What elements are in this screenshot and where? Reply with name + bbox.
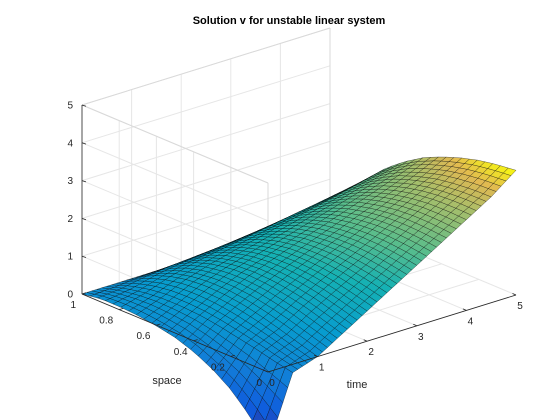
x-tick-label: 5 bbox=[517, 301, 523, 312]
z-tick-label: 3 bbox=[67, 176, 73, 187]
y-tick-label: 0 bbox=[256, 378, 262, 389]
y-tick-mark bbox=[119, 308, 124, 310]
z-tick-label: 2 bbox=[67, 214, 73, 225]
y-axis-label: space bbox=[152, 375, 181, 387]
z-tick-mark bbox=[81, 255, 87, 258]
z-tick-label: 4 bbox=[67, 138, 73, 149]
grid-line bbox=[81, 140, 331, 219]
box-edge bbox=[81, 104, 269, 184]
grid-line bbox=[81, 103, 331, 182]
x-tick-label: 0 bbox=[269, 378, 275, 389]
y-tick-label: 0.4 bbox=[174, 347, 188, 358]
x-tick-label: 4 bbox=[468, 316, 474, 327]
x-tick-mark bbox=[313, 354, 318, 357]
x-tick-label: 3 bbox=[418, 332, 424, 343]
x-tick-mark bbox=[264, 370, 269, 373]
grid-line bbox=[81, 142, 269, 222]
y-tick-mark bbox=[230, 354, 235, 357]
x-tick-mark bbox=[363, 339, 368, 342]
surface-mesh bbox=[81, 156, 517, 420]
y-tick-label: 0.8 bbox=[99, 316, 113, 327]
y-tick-label: 0.2 bbox=[211, 362, 225, 373]
x-axis-label: time bbox=[347, 379, 368, 391]
x-tick-label: 1 bbox=[319, 363, 325, 374]
x-tick-mark bbox=[413, 323, 417, 327]
grid-line bbox=[81, 65, 331, 144]
grid-line bbox=[81, 178, 331, 257]
z-tick-mark bbox=[81, 142, 87, 145]
x-tick-mark bbox=[512, 293, 517, 296]
surface-patch bbox=[502, 167, 517, 176]
y-tick-label: 1 bbox=[70, 300, 76, 311]
y-tick-mark bbox=[156, 323, 161, 326]
z-tick-label: 1 bbox=[67, 252, 73, 263]
z-tick-mark bbox=[81, 104, 87, 107]
box-edge bbox=[81, 27, 331, 106]
x-tick-mark bbox=[462, 308, 467, 311]
z-tick-label: 5 bbox=[67, 101, 73, 112]
y-tick-mark bbox=[267, 370, 273, 373]
y-tick-mark bbox=[193, 339, 198, 342]
y-tick-label: 0.6 bbox=[136, 331, 150, 342]
z-tick-label: 0 bbox=[67, 290, 73, 301]
z-tick-mark bbox=[81, 293, 87, 296]
x-axis-line bbox=[267, 294, 517, 373]
z-tick-mark bbox=[81, 218, 87, 221]
x-tick-label: 2 bbox=[368, 347, 374, 358]
chart-title: Solution v for unstable linear system bbox=[193, 15, 386, 27]
y-axis-line bbox=[81, 293, 269, 373]
z-tick-mark bbox=[81, 180, 87, 183]
